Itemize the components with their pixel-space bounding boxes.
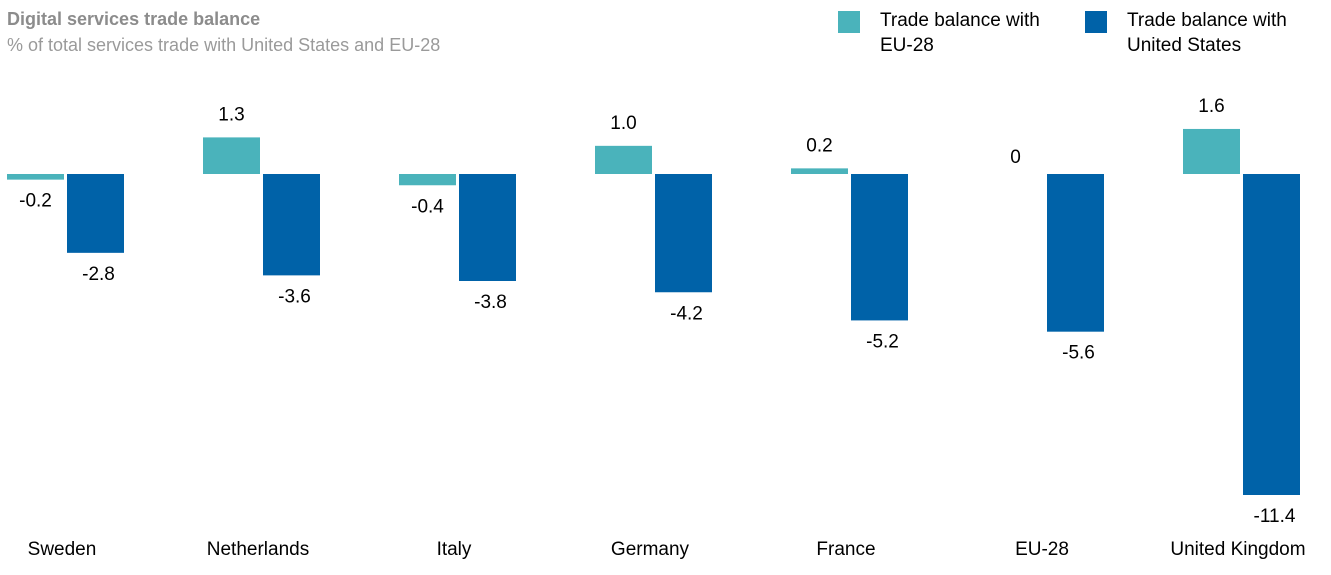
chart-title: Digital services trade balance <box>7 9 261 29</box>
legend-label: Trade balance with United States <box>1127 10 1287 56</box>
bar <box>1243 174 1300 495</box>
bar <box>203 137 260 174</box>
bar <box>791 168 848 174</box>
data-label: 1.6 <box>1198 96 1224 117</box>
data-label: -3.6 <box>278 286 311 307</box>
x-tick-label: United Kingdom <box>1170 539 1305 560</box>
bar <box>399 174 456 186</box>
bar <box>67 174 124 253</box>
legend-item: Trade balance with EU-28 <box>838 8 1050 58</box>
bar <box>459 174 516 281</box>
legend-label: Trade balance with EU-28 <box>880 10 1040 56</box>
x-tick-label: Sweden <box>28 539 97 560</box>
bar <box>7 174 64 180</box>
data-label: -4.2 <box>670 303 703 324</box>
bar <box>655 174 712 293</box>
data-label: -0.2 <box>19 191 52 212</box>
data-label: -2.8 <box>82 264 115 285</box>
data-label: -5.2 <box>866 331 899 352</box>
data-label: -11.4 <box>1254 506 1296 527</box>
bar <box>1047 174 1104 332</box>
data-label: 0.2 <box>806 135 832 156</box>
x-tick-label: Italy <box>437 539 472 560</box>
bar <box>851 174 908 321</box>
data-label: 0 <box>1010 147 1021 168</box>
legend-swatch <box>1085 11 1107 33</box>
bar <box>595 145 652 174</box>
data-label: 1.0 <box>610 113 636 134</box>
data-label: -0.4 <box>411 196 444 217</box>
x-tick-label: France <box>816 539 875 560</box>
legend-item: Trade balance with United States <box>1085 8 1327 58</box>
bar <box>263 174 320 276</box>
data-label: 1.3 <box>218 104 244 125</box>
legend-swatch <box>838 11 860 33</box>
bar <box>1183 128 1240 174</box>
x-tick-label: EU-28 <box>1015 539 1069 560</box>
data-label: -3.8 <box>474 292 507 313</box>
x-tick-label: Netherlands <box>207 539 309 560</box>
x-tick-label: Germany <box>611 539 690 560</box>
chart-subtitle: % of total services trade with United St… <box>7 35 441 55</box>
data-label: -5.6 <box>1062 343 1095 364</box>
